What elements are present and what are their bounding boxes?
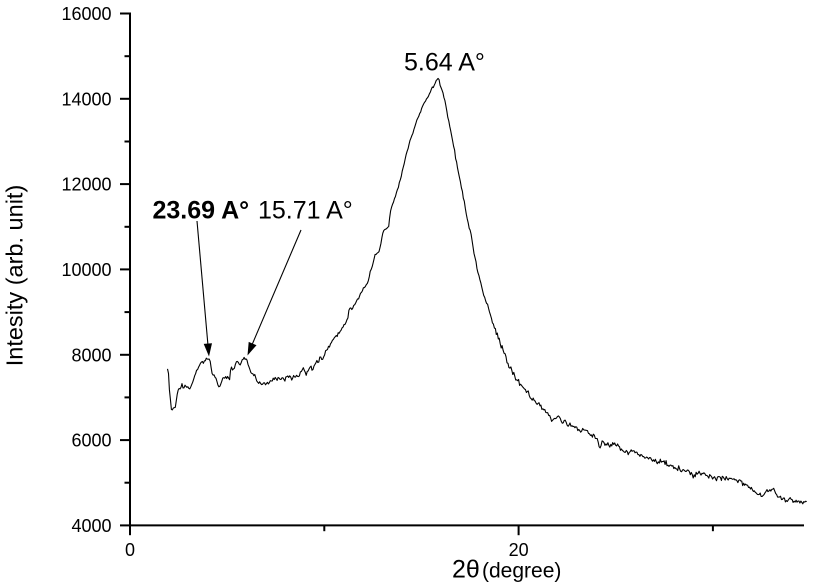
svg-text:12000: 12000 (61, 175, 111, 195)
svg-text:16000: 16000 (61, 4, 111, 24)
svg-text:Intesity (arb. unit): Intesity (arb. unit) (1, 185, 27, 367)
svg-text:4000: 4000 (71, 516, 111, 536)
svg-text:2θ(degree): 2θ (degree) (452, 556, 561, 584)
svg-text:23.69 A°: 23.69 A° (153, 196, 250, 224)
svg-text:10000: 10000 (61, 260, 111, 280)
svg-text:0: 0 (125, 540, 135, 560)
svg-text:8000: 8000 (71, 345, 111, 365)
svg-text:5.64 A°: 5.64 A° (404, 49, 485, 77)
svg-text:14000: 14000 (61, 89, 111, 109)
svg-text:15.71 A°: 15.71 A° (258, 196, 353, 224)
svg-text:20: 20 (509, 540, 529, 560)
svg-text:6000: 6000 (71, 431, 111, 451)
